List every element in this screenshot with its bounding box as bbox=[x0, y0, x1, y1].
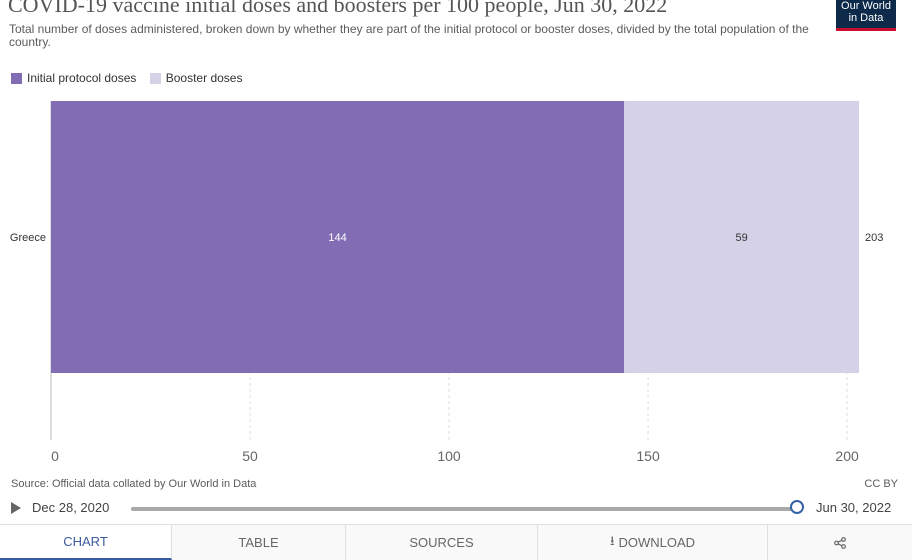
owid-logo[interactable]: Our World in Data bbox=[836, 0, 896, 31]
timeline-track[interactable] bbox=[131, 507, 799, 511]
tab-sources[interactable]: SOURCES bbox=[346, 525, 538, 560]
bar-segment-booster bbox=[624, 101, 860, 373]
tab-share[interactable] bbox=[768, 525, 912, 560]
tab-chart-label: CHART bbox=[63, 534, 108, 549]
data-label-initial: 144 bbox=[328, 232, 346, 244]
timeline-end-label[interactable]: Jun 30, 2022 bbox=[816, 500, 892, 515]
logo-line-1: Our World bbox=[841, 0, 891, 12]
source-note: Source: Official data collated by Our Wo… bbox=[11, 478, 257, 490]
play-icon[interactable] bbox=[11, 502, 21, 514]
legend-label-booster: Booster doses bbox=[165, 71, 243, 85]
download-icon: ⭳ bbox=[609, 532, 615, 548]
tab-bar: CHART TABLE SOURCES ⭳ DOWNLOAD bbox=[0, 524, 912, 560]
x-tick-label-150: 150 bbox=[636, 448, 660, 464]
tab-chart[interactable]: CHART bbox=[0, 525, 172, 560]
tab-table[interactable]: TABLE bbox=[172, 525, 346, 560]
category-label-greece: Greece bbox=[10, 232, 46, 244]
legend: Initial protocol doses Booster doses bbox=[11, 71, 252, 87]
total-label: 203 bbox=[865, 232, 883, 244]
license-note[interactable]: CC BY bbox=[864, 478, 898, 490]
bar-chart: 0 50 100 150 200 Greece 144 59 203 bbox=[10, 101, 883, 464]
x-tick-label-200: 200 bbox=[835, 448, 859, 464]
chart-subtitle: Total number of doses administered, brok… bbox=[9, 22, 809, 49]
share-icon bbox=[834, 536, 846, 549]
tab-sources-label: SOURCES bbox=[409, 535, 474, 550]
legend-swatch-booster bbox=[149, 72, 161, 84]
legend-item-initial[interactable]: Initial protocol doses bbox=[11, 71, 136, 85]
legend-swatch-initial bbox=[11, 72, 22, 84]
chart-title: COVID-19 vaccine initial doses and boost… bbox=[8, 0, 668, 17]
timeline: Dec 28, 2020 Jun 30, 2022 bbox=[0, 496, 912, 520]
tab-download-label: DOWNLOAD bbox=[618, 535, 696, 550]
x-tick-label-0: 0 bbox=[51, 448, 59, 464]
tab-download[interactable]: ⭳ DOWNLOAD bbox=[538, 525, 768, 560]
tab-table-label: TABLE bbox=[238, 535, 279, 550]
legend-label-initial: Initial protocol doses bbox=[27, 71, 137, 85]
timeline-handle[interactable] bbox=[790, 500, 804, 514]
logo-line-2: in Data bbox=[848, 12, 884, 24]
legend-item-booster[interactable]: Booster doses bbox=[149, 71, 243, 85]
data-label-booster: 59 bbox=[735, 232, 747, 244]
bar-segment-initial bbox=[51, 101, 625, 373]
timeline-start-label[interactable]: Dec 28, 2020 bbox=[32, 500, 110, 515]
x-tick-label-100: 100 bbox=[437, 448, 461, 464]
x-tick-label-50: 50 bbox=[242, 448, 258, 464]
